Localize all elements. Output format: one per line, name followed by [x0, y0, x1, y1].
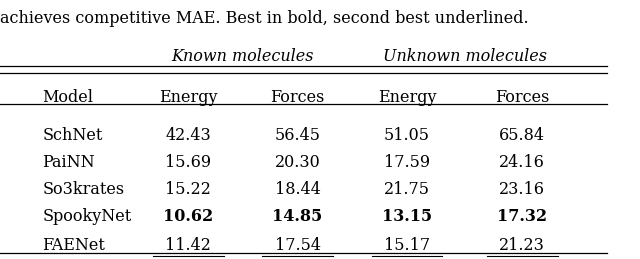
Text: Model: Model: [42, 89, 93, 106]
Text: 13.15: 13.15: [382, 208, 432, 225]
Text: 17.54: 17.54: [275, 237, 321, 254]
Text: 15.69: 15.69: [165, 154, 211, 171]
Text: 24.16: 24.16: [499, 154, 545, 171]
Text: 56.45: 56.45: [275, 127, 321, 144]
Text: 20.30: 20.30: [275, 154, 321, 171]
Text: So3krates: So3krates: [42, 181, 125, 198]
Text: 10.62: 10.62: [163, 208, 213, 225]
Text: Energy: Energy: [159, 89, 218, 106]
Text: 18.44: 18.44: [275, 181, 321, 198]
Text: 15.22: 15.22: [165, 181, 211, 198]
Text: achieves competitive MAE. Best in bold, second best underlined.: achieves competitive MAE. Best in bold, …: [0, 10, 529, 27]
Text: 42.43: 42.43: [165, 127, 211, 144]
Text: SchNet: SchNet: [42, 127, 103, 144]
Text: 21.75: 21.75: [384, 181, 430, 198]
Text: SpookyNet: SpookyNet: [42, 208, 132, 225]
Text: 21.23: 21.23: [499, 237, 545, 254]
Text: Known molecules: Known molecules: [172, 48, 314, 65]
Text: 17.32: 17.32: [497, 208, 547, 225]
Text: FAENet: FAENet: [42, 237, 106, 254]
Text: PaiNN: PaiNN: [42, 154, 95, 171]
Text: Unknown molecules: Unknown molecules: [383, 48, 547, 65]
Text: 51.05: 51.05: [384, 127, 430, 144]
Text: 17.59: 17.59: [384, 154, 430, 171]
Text: Forces: Forces: [495, 89, 550, 106]
Text: Energy: Energy: [378, 89, 436, 106]
Text: 65.84: 65.84: [499, 127, 545, 144]
Text: 15.17: 15.17: [384, 237, 430, 254]
Text: Forces: Forces: [271, 89, 325, 106]
Text: 23.16: 23.16: [499, 181, 545, 198]
Text: 11.42: 11.42: [165, 237, 211, 254]
Text: 14.85: 14.85: [273, 208, 323, 225]
